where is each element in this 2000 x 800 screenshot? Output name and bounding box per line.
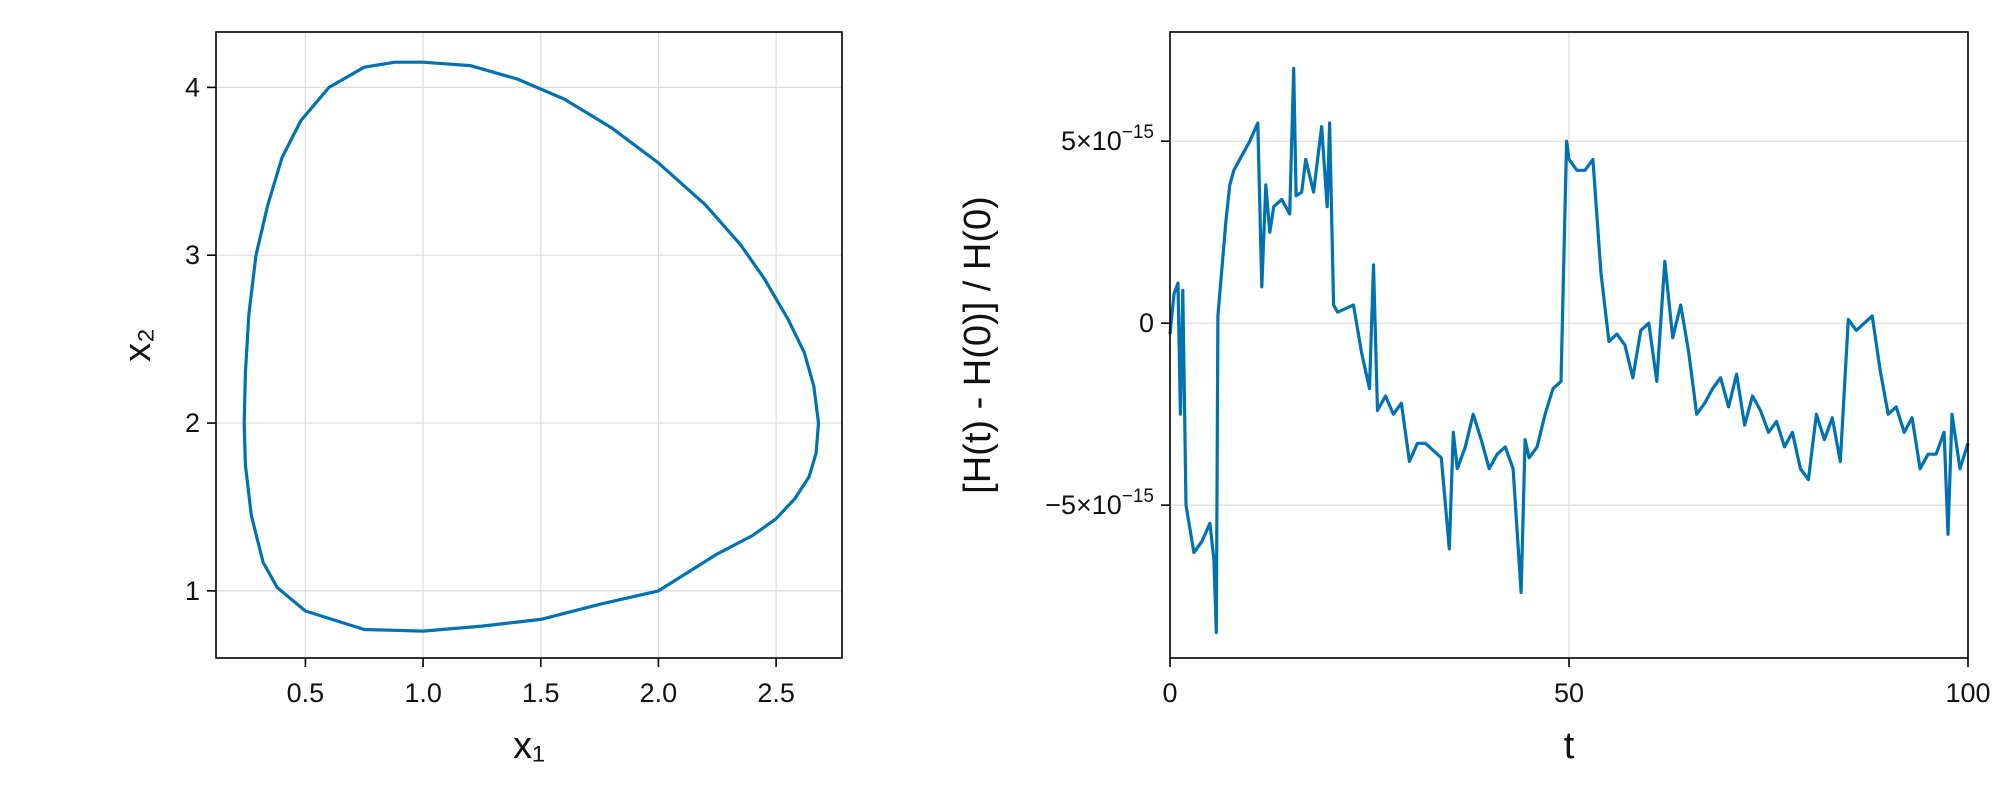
y-tick-label-1: 2: [185, 408, 200, 438]
x-tick-label-2: 1.5: [522, 678, 560, 708]
x-tick-label-0: 0: [1162, 678, 1177, 708]
y-tick-label-3: 4: [185, 72, 200, 102]
y-tick-label-0: 1: [185, 576, 200, 606]
x-axis-title: t: [1564, 725, 1575, 767]
plot-frame: [215, 31, 843, 659]
y-axis-title: [H(t) - H(0)] / H(0): [957, 196, 999, 494]
x-tick-label-0: 0.5: [287, 678, 325, 708]
x-tick-label-1: 50: [1554, 678, 1584, 708]
phase-portrait-chart: 0.5 1.0 1.5 2.0 2.5 1 2 3 4 x₁ x₂: [117, 31, 843, 767]
series-line-0: [242, 60, 821, 633]
x-axis-title: x₁: [513, 725, 545, 767]
x-tick-label-4: 2.5: [757, 678, 795, 708]
y-tick-label-0: 5×10−15: [1061, 122, 1154, 156]
x-tick-label-2: 100: [1945, 678, 1990, 708]
x-tick-label-1: 1.0: [404, 678, 442, 708]
y-axis-title: x₂: [117, 328, 159, 362]
x-tick-label-3: 2.0: [640, 678, 678, 708]
y-tick-label-2: −5×10−15: [1045, 486, 1154, 520]
energy-error-chart: 0 50 100 5×10−15 0 −5×10−15 t [H(t) - H(0)] / H…: [957, 31, 1991, 767]
y-tick-label-1: 0: [1139, 308, 1154, 338]
y-tick-label-2: 3: [185, 240, 200, 270]
series-line-0: [1168, 66, 1970, 635]
